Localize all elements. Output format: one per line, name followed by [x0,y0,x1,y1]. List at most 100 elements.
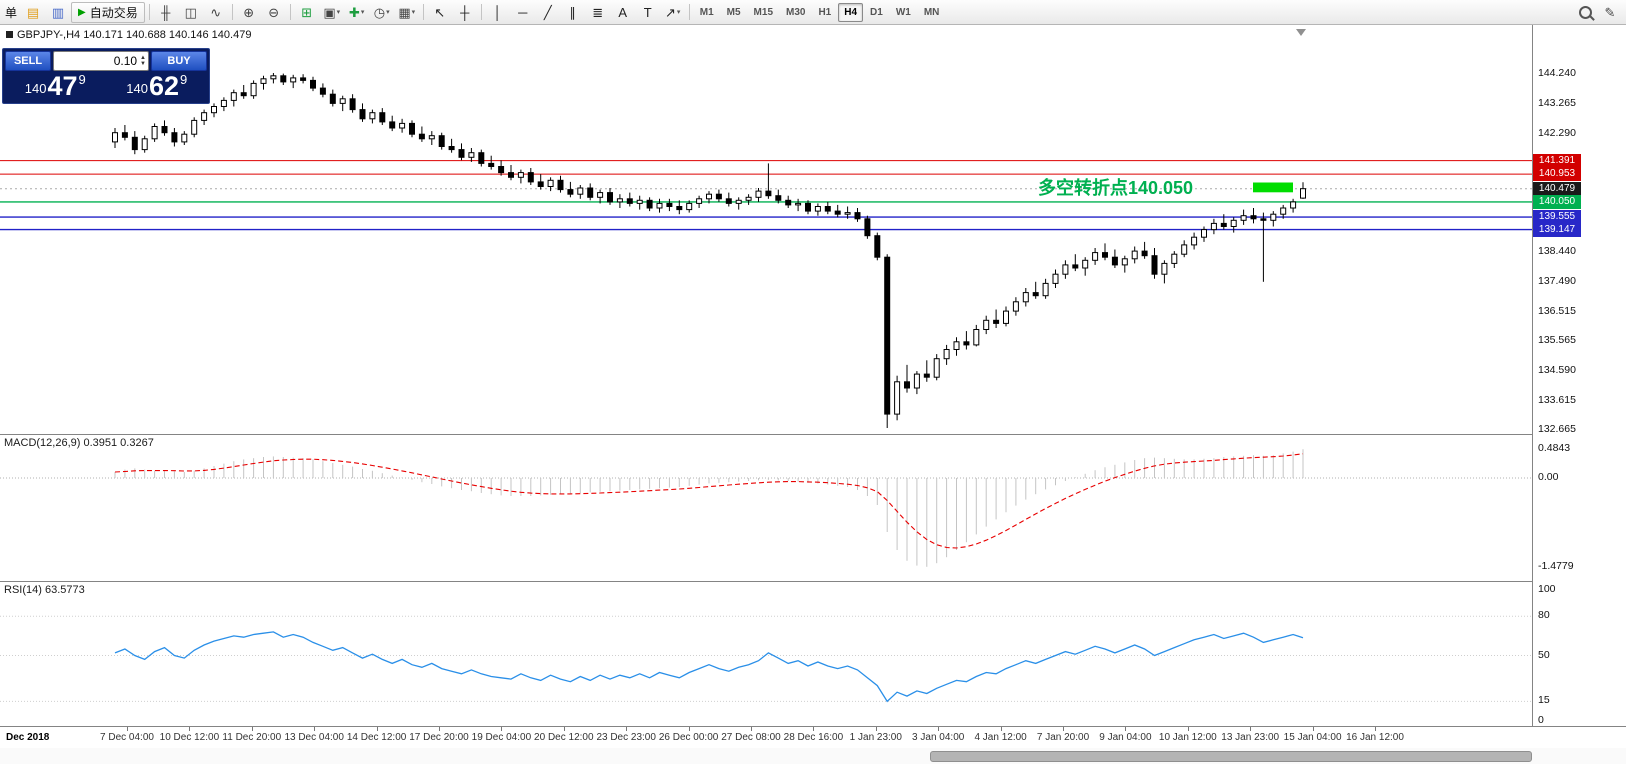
magnifier-icon[interactable] [1573,2,1597,23]
time-axis-label: 15 Jan 04:00 [1283,732,1342,743]
rsi-panel[interactable]: RSI(14) 63.5773 [0,581,1532,726]
buy-price-frac: 9 [180,72,188,87]
timeframe-h1-button[interactable]: H1 [818,6,832,18]
buy-price-main: 140 [126,81,148,96]
price-tag: 140.479 [1533,181,1581,196]
price-axis[interactable]: 144.240 143.265 142.290 138.440 137.490 136.5… [1532,25,1626,726]
toolbar-separator [148,4,150,20]
main-chart-panel[interactable]: GBPJPY-,H4 140.171 140.688 140.146 140.4… [0,25,1532,434]
workspace: GBPJPY-,H4 140.171 140.688 140.146 140.4… [0,25,1626,726]
toolbar-separator [688,4,690,20]
timeframe-m5-button[interactable]: M5 [726,6,741,18]
timeframe-d1-button[interactable]: D1 [870,6,883,18]
time-tick [688,727,690,731]
macd-histogram [114,449,1304,567]
text-label-icon[interactable]: T [643,4,652,20]
lot-size-value: 0.10 [113,54,138,68]
time-axis-label: 10 Dec 12:00 [159,732,220,743]
trendline-icon[interactable]: ╱ [543,4,552,20]
timeframe-m1-button[interactable]: M1 [699,6,714,18]
periods-icon[interactable]: ◷ ▾ [373,4,390,20]
time-axis-label: 23 Dec 23:00 [596,732,656,743]
time-axis-label: 16 Jan 12:00 [1346,732,1404,743]
horizontal-scrollbar[interactable] [0,748,1626,764]
spinner-down-icon[interactable]: ▼ [140,61,146,67]
lot-spinner[interactable]: ▲ ▼ [140,55,146,67]
rsi-axis-label: 0 [1538,714,1544,726]
macd-svg [0,449,1532,567]
lot-size-input[interactable]: 0.10 ▲ ▼ [53,51,149,71]
orders-label: 单 [5,5,18,20]
indicators-icon[interactable]: ✚ ▾ [349,4,365,20]
highlight-rectangle [1253,182,1293,193]
price-tag: 141.391 [1533,153,1581,168]
time-axis-label: 7 Dec 04:00 [100,732,154,743]
symbol-ohlc-text: GBPJPY-,H4 140.171 140.688 140.146 140.4… [17,29,252,41]
chart-marker-icon [6,31,13,38]
crosshair-icon[interactable]: ┼ [460,4,470,20]
price-axis-label: 143.265 [1538,97,1576,109]
time-tick [314,727,316,731]
zoom-out-icon[interactable]: ⊖ [268,4,280,20]
new-order-icon[interactable]: ▤ [26,4,40,20]
templates-icon[interactable]: ▦ ▾ [398,4,416,20]
toolbar-separator [289,4,291,20]
one-click-trading-panel: SELL 0.10 ▲ ▼ BUY 140 47 9 140 62 9 [2,48,210,104]
tile-windows-icon[interactable]: ⊞ [301,4,313,20]
price-axis-label: 138.440 [1538,245,1576,258]
arrows-icon[interactable]: ↗ ▾ [665,4,681,20]
timeframe-h4-button[interactable]: H4 [838,2,864,22]
sell-price-frac: 9 [78,72,86,87]
macd-panel[interactable]: MACD(12,26,9) 0.3951 0.3267 [0,434,1532,581]
zoom-in-icon[interactable]: ⊕ [243,4,255,20]
bar-chart-icon[interactable]: ╫ [161,4,171,20]
fibonacci-icon[interactable]: ≣ [592,4,604,20]
buy-price-pips: 62 [148,71,179,101]
text-icon[interactable]: A [618,4,628,20]
time-tick [189,727,191,731]
new-chart-icon[interactable]: ▣ ▾ [323,4,341,20]
macd-label: MACD(12,26,9) 0.3951 0.3267 [4,437,154,449]
time-tick [1250,727,1252,731]
time-axis-label: 20 Dec 12:00 [534,732,594,743]
rsi-axis-label: 100 [1538,583,1556,595]
sell-button[interactable]: SELL [5,51,51,71]
price-tag: 139.147 [1533,222,1581,237]
candles-group [112,73,1306,428]
market-watch-icon[interactable]: ▥ [51,4,65,20]
time-tick [875,727,877,731]
equidistant-channel-icon[interactable]: ∥ [569,4,576,20]
chart-annotation-text[interactable]: 多空转折点140.050 [1038,178,1194,198]
auto-trading-button[interactable]: ▶ 自动交易 [71,1,145,23]
cursor-icon[interactable]: ↖ [434,4,446,20]
time-axis-label: Dec 2018 [6,732,50,743]
time-tick [751,727,752,731]
edit-pencil-icon[interactable]: ✎ [1604,4,1616,20]
time-axis-label: 13 Dec 04:00 [284,732,344,743]
vertical-line-icon[interactable]: │ [493,4,502,20]
timeframe-w1-button[interactable]: W1 [895,6,911,18]
line-chart-icon[interactable]: ∿ [210,4,222,20]
timeframe-m15-button[interactable]: M15 [753,6,773,18]
spinner-up-icon[interactable]: ▲ [140,55,146,61]
macd-axis-label: 0.00 [1538,471,1559,483]
time-tick [1312,727,1314,731]
time-axis[interactable]: Dec 2018 7 Dec 04:00 10 Dec 12:00 11 Dec 20… [0,726,1626,748]
toolbar-separator [422,4,424,20]
scrollbar-thumb[interactable] [930,751,1532,762]
time-axis-label: 28 Dec 16:00 [783,732,844,743]
timeframe-m30-button[interactable]: M30 [786,6,806,18]
price-axis-label: 136.515 [1538,304,1576,317]
timeframe-mn-button[interactable]: MN [923,6,940,18]
sell-price[interactable]: 140 47 9 [7,73,104,100]
time-axis-label: 10 Jan 12:00 [1158,732,1217,743]
horizontal-line-icon[interactable]: ─ [518,4,528,20]
candlestick-chart-icon[interactable]: ◫ [184,4,197,20]
buy-button[interactable]: BUY [151,51,207,71]
rsi-axis-label: 80 [1538,609,1550,622]
time-tick [501,727,503,731]
buy-price[interactable]: 140 62 9 [109,73,206,100]
price-axis-label: 142.290 [1538,127,1576,139]
rsi-axis-label: 50 [1538,648,1550,661]
